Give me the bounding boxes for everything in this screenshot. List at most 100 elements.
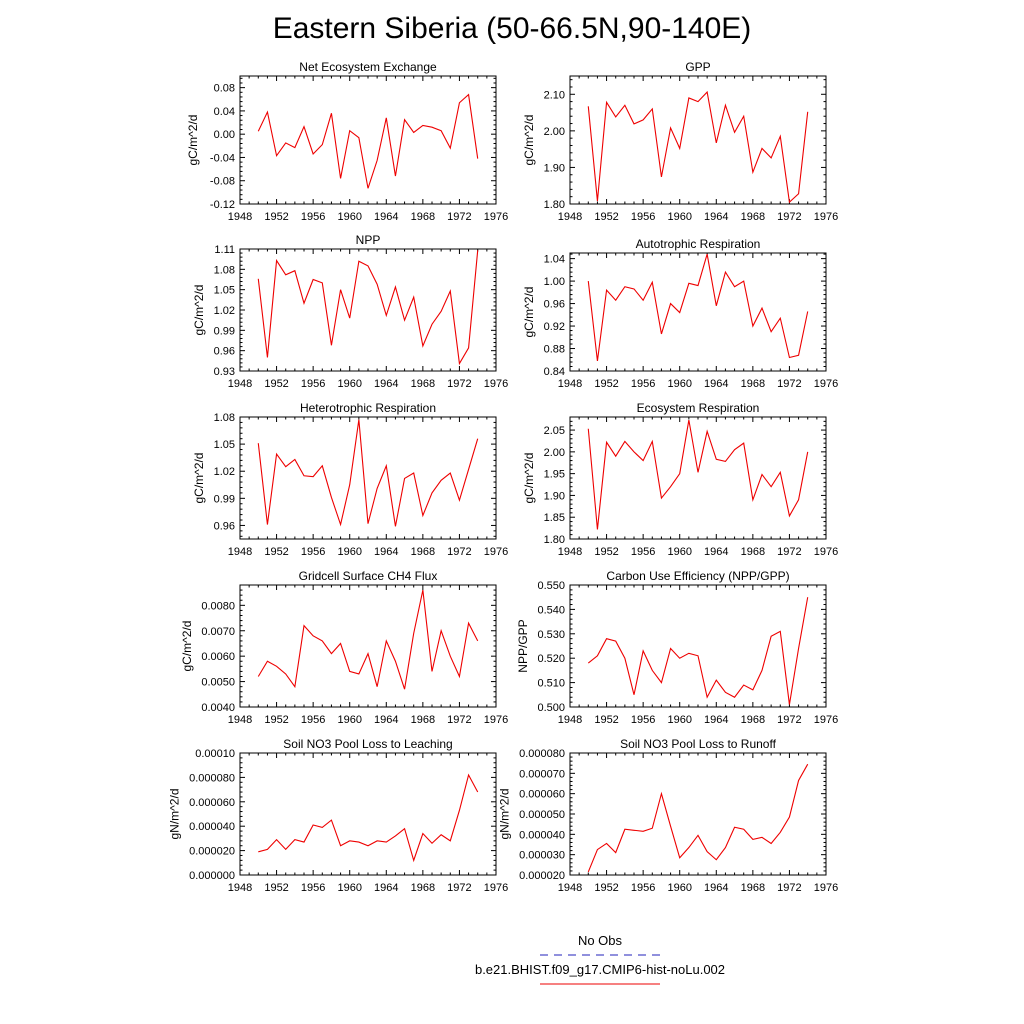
y-tick-label: 0.000040 [519,829,565,841]
series-line [587,597,809,705]
series-line [587,763,809,873]
x-tick-label: 1976 [484,378,508,390]
x-tick-label: 1956 [631,546,655,558]
x-tick-label: 1964 [374,546,398,558]
y-tick-label: 0.99 [214,493,235,505]
x-tick-label: 1972 [777,546,801,558]
y-tick-label: 0.96 [214,346,235,358]
x-tick-label: 1972 [447,378,471,390]
y-tick-label: 0.000080 [519,748,565,760]
y-tick-label: 1.05 [214,285,235,297]
panel: Gridcell Surface CH4 Flux 1948 1952 1956 196… [180,569,508,726]
x-tick-label: 1968 [741,714,765,726]
y-axis-label: gC/m^2/d [522,115,536,166]
y-tick-label: 1.11 [214,244,235,256]
x-tick-label: 1976 [814,546,838,558]
y-tick-label: 0.92 [544,321,565,333]
y-tick-label: 0.0070 [201,626,235,638]
x-tick-label: 1976 [814,211,838,223]
x-tick-label: 1960 [667,714,691,726]
x-tick-label: 1948 [558,546,582,558]
x-tick-label: 1972 [447,546,471,558]
panel-title: NPP [356,233,381,247]
x-tick-label: 1948 [228,378,252,390]
x-tick-label: 1960 [667,378,691,390]
y-tick-label: -0.12 [210,199,235,211]
y-tick-label: 1.90 [544,162,565,174]
x-tick-label: 1976 [484,882,508,894]
x-tick-label: 1968 [411,378,435,390]
y-tick-label: 0.530 [537,629,565,641]
x-tick-label: 1956 [631,378,655,390]
y-axis-label: gC/m^2/d [186,115,200,166]
plot-frame [239,584,497,708]
x-tick-label: 1964 [374,882,398,894]
x-tick-label: 1964 [374,714,398,726]
y-tick-label: 0.08 [214,83,235,95]
series-line [587,419,809,530]
y-tick-label: 0.00 [214,129,235,141]
y-axis-label: gC/m^2/d [522,287,536,338]
panel-title: Net Ecosystem Exchange [299,60,437,74]
panel: GPP 1948 1952 1956 1960 1964 1968 1972 1976 1.80 1… [522,60,838,223]
x-tick-label: 1964 [704,882,728,894]
y-tick-label: 0.00010 [195,748,235,760]
y-axis-label: NPP/GPP [516,619,530,672]
y-tick-label: 2.05 [544,425,565,437]
panel: NPP 1948 1952 1956 1960 1964 1968 1972 1976 0.93 0… [192,233,508,390]
x-tick-label: 1968 [741,211,765,223]
x-tick-label: 1976 [814,714,838,726]
y-tick-label: 0.84 [544,366,565,378]
panel-title: Soil NO3 Pool Loss to Leaching [283,737,452,751]
x-tick-label: 1968 [411,714,435,726]
x-tick-label: 1968 [411,211,435,223]
x-tick-label: 1952 [594,714,618,726]
x-tick-label: 1956 [631,714,655,726]
x-tick-label: 1956 [631,882,655,894]
x-tick-label: 1948 [558,211,582,223]
x-tick-label: 1952 [264,546,288,558]
x-tick-label: 1956 [301,546,325,558]
x-tick-label: 1964 [374,378,398,390]
x-tick-label: 1964 [704,546,728,558]
x-tick-label: 1960 [667,546,691,558]
x-tick-label: 1948 [228,546,252,558]
y-tick-label: 1.85 [544,512,565,524]
panel: Heterotrophic Respiration 1948 1952 1956 196… [192,401,508,558]
panel: Ecosystem Respiration 1948 1952 1956 1960 196… [522,401,838,558]
x-tick-label: 1960 [337,714,361,726]
y-tick-label: 1.08 [214,264,235,276]
x-tick-label: 1960 [337,882,361,894]
x-tick-label: 1972 [447,714,471,726]
y-tick-label: 0.000040 [189,821,235,833]
y-tick-label: 0.96 [214,520,235,532]
x-tick-label: 1948 [228,714,252,726]
y-tick-label: 0.000060 [519,789,565,801]
y-tick-label: 1.02 [214,466,235,478]
panel: Carbon Use Efficiency (NPP/GPP) 1948 1952 1… [516,569,838,726]
y-axis-label: gC/m^2/d [192,453,206,504]
y-tick-label: 0.510 [537,678,565,690]
panel-title: Autotrophic Respiration [636,237,761,251]
x-tick-label: 1960 [337,211,361,223]
x-tick-label: 1960 [337,546,361,558]
x-tick-label: 1968 [741,546,765,558]
x-tick-label: 1960 [667,882,691,894]
panel: Soil NO3 Pool Loss to Leaching 1948 1952 19… [167,737,508,894]
x-tick-label: 1948 [558,378,582,390]
plot-frame [569,752,827,876]
y-tick-label: 0.000020 [189,846,235,858]
y-tick-label: 0.000060 [189,797,235,809]
legend: No Obs b.e21.BHIST.f09_g17.CMIP6-hist-noL… [475,933,725,985]
x-tick-label: 1976 [814,378,838,390]
y-tick-label: 0.0050 [201,677,235,689]
x-tick-label: 1948 [558,882,582,894]
y-axis-label: gC/m^2/d [522,453,536,504]
y-tick-label: 0.99 [214,325,235,337]
x-tick-label: 1968 [741,882,765,894]
y-axis-label: gN/m^2/d [497,789,511,840]
series-line [587,253,809,361]
x-tick-label: 1956 [301,378,325,390]
